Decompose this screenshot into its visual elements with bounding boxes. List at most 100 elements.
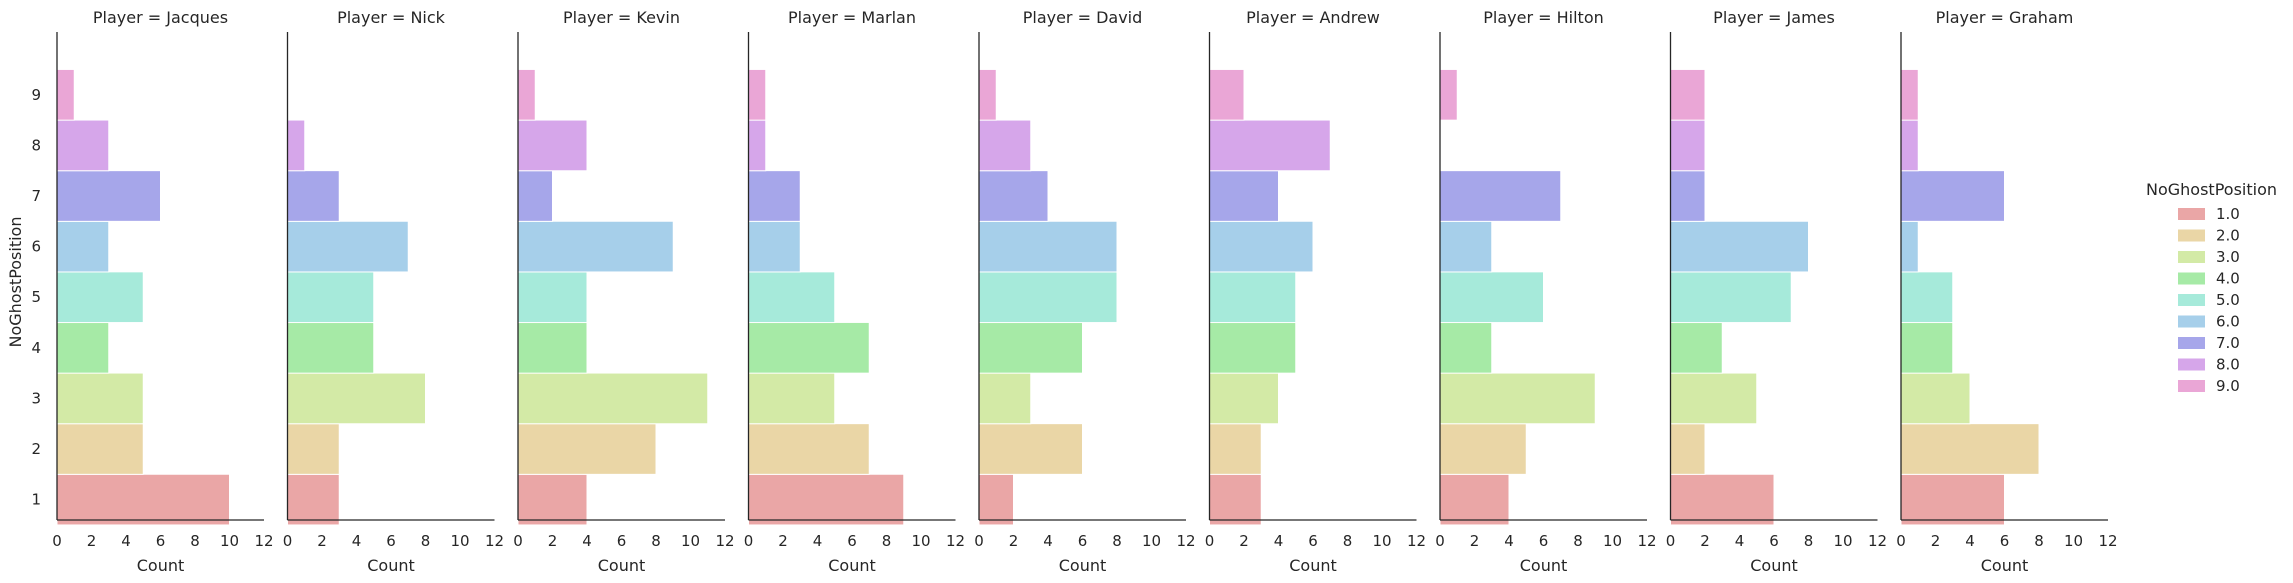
x-axis-label: Count [137,556,185,575]
x-tick-label: 8 [2034,532,2044,550]
x-tick-label: 4 [352,532,362,550]
legend-label: 5.0 [2216,291,2240,309]
bar-position-2 [1670,423,1706,475]
bar-position-2 [1209,423,1262,475]
bar-position-6 [1209,220,1314,273]
x-axis-label: Count [367,556,415,575]
bar-position-3 [1900,372,1971,425]
x-tick-label: 12 [1868,532,1887,550]
bar-position-1 [1439,473,1510,526]
bar-position-1 [517,473,588,526]
bar-position-3 [56,372,144,425]
bar-position-9 [1670,68,1706,121]
legend-label: 4.0 [2216,270,2240,288]
bar-position-6 [1670,220,1809,273]
legend-label: 6.0 [2216,313,2240,331]
legend-entry: 3.0 [2178,248,2240,266]
facet-title: Player = Hilton [1483,8,1604,27]
bar-position-1 [287,473,340,526]
legend-title: NoGhostPosition [2146,180,2277,199]
bar-position-7 [517,170,553,222]
legend: NoGhostPosition 1.0 2.0 3.0 4.0 5.0 6.0 7.0 8.0… [2146,180,2277,395]
facet-title: Player = David [1023,8,1143,27]
bar-position-9 [517,68,536,121]
x-tick-label: 8 [1573,532,1583,550]
x-tick-label: 10 [2064,532,2083,550]
bar-position-2 [287,423,340,475]
bar-position-1 [978,473,1014,526]
x-tick-label: 6 [1308,532,1318,550]
bar-position-4 [287,321,375,374]
bar-position-4 [56,321,110,374]
bar-position-4 [748,321,870,374]
y-tick-label: 6 [31,238,41,256]
x-tick-label: 10 [681,532,700,550]
bar-position-3 [748,372,836,425]
legend-swatch [2178,208,2205,220]
x-tick-label: 12 [1176,532,1195,550]
bar-position-3 [978,372,1032,425]
bar-position-9 [1900,68,1919,121]
x-tick-label: 12 [254,532,273,550]
x-tick-label: 2 [1239,532,1249,550]
bar-position-4 [1900,321,1954,374]
x-axis-label: Count [1981,556,2029,575]
y-tick-label: 9 [31,86,41,104]
legend-swatch [2178,251,2205,263]
legend-label: 3.0 [2216,248,2240,266]
x-tick-label: 10 [1833,532,1852,550]
bar-position-2 [1900,423,2040,475]
x-tick-label: 6 [156,532,166,550]
x-tick-label: 12 [715,532,734,550]
bar-position-7 [1439,170,1562,222]
x-axis-label: Count [828,556,876,575]
bar-position-5 [748,271,836,324]
bar-position-1 [1209,473,1262,526]
x-tick-label: 8 [190,532,200,550]
x-tick-label: 2 [1009,532,1019,550]
x-tick-label: 0 [1666,532,1676,550]
bar-position-7 [748,170,801,222]
bar-position-5 [978,271,1118,324]
facet-title: Player = Graham [1936,8,2074,27]
x-tick-label: 0 [1435,532,1445,550]
legend-label: 7.0 [2216,334,2240,352]
bar-position-3 [1670,372,1758,425]
bar-position-7 [287,170,340,222]
legend-swatch [2178,358,2205,371]
x-axis-label: Count [1750,556,1798,575]
y-tick-label: 7 [31,187,41,205]
bar-position-3 [1439,372,1596,425]
bar-position-2 [1439,423,1527,475]
bar-position-8 [1900,119,1919,172]
legend-label: 1.0 [2216,205,2240,223]
legend-entries: 1.0 2.0 3.0 4.0 5.0 6.0 7.0 8.0 9.0 [2178,205,2240,395]
x-tick-label: 2 [1931,532,1941,550]
y-tick-label: 2 [31,440,41,458]
bar-position-5 [1900,271,1954,324]
x-tick-label: 10 [220,532,239,550]
bar-position-4 [1439,321,1493,374]
bar-position-7 [978,170,1049,222]
legend-entry: 2.0 [2178,227,2240,245]
x-tick-label: 8 [651,532,661,550]
bar-position-8 [56,119,110,172]
bar-position-7 [1209,170,1279,222]
x-tick-label: 4 [582,532,592,550]
bar-position-4 [517,321,588,374]
facet-hilton: Player = Hilton 0 2 4 6 8 10 12 Count [1435,8,1656,575]
bar-position-2 [517,423,657,475]
bar-position-8 [517,119,588,172]
x-tick-label: 2 [317,532,327,550]
x-tick-label: 2 [87,532,97,550]
legend-entry: 8.0 [2178,356,2240,374]
x-tick-label: 6 [1078,532,1088,550]
bar-position-6 [748,220,801,273]
bar-position-6 [1900,220,1919,273]
x-tick-label: 0 [1205,532,1215,550]
bar-position-3 [1209,372,1279,425]
bar-position-8 [1670,119,1706,172]
facet-andrew: Player = Andrew 0 2 4 6 8 10 12 Count [1205,8,1426,575]
bar-position-6 [978,220,1118,273]
